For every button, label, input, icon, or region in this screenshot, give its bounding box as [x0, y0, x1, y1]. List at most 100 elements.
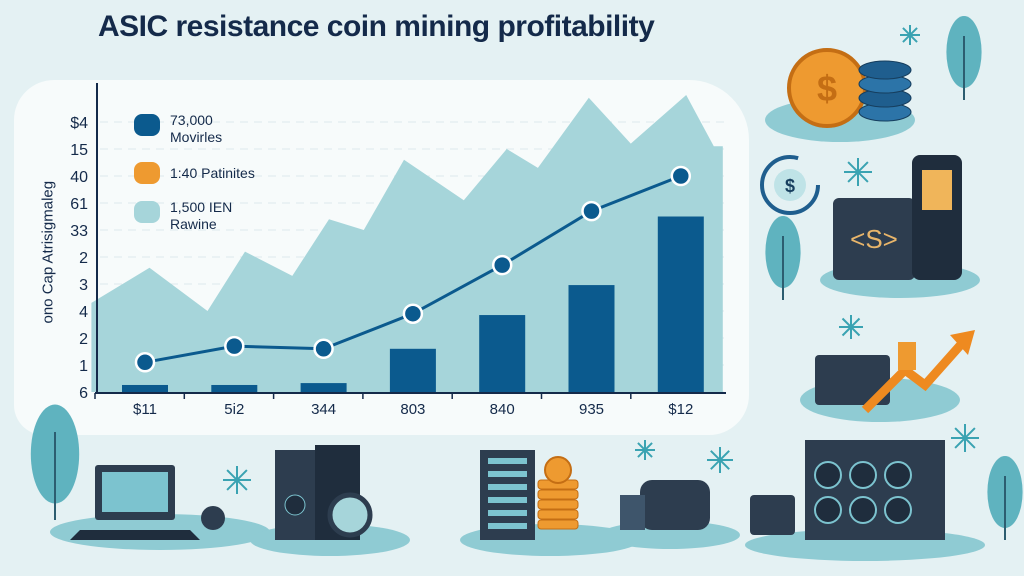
snowflake-stroke: [902, 27, 918, 43]
legend-swatch: [134, 114, 160, 136]
snowflake-stroke: [226, 469, 248, 491]
fan-icon: [284, 494, 306, 516]
snowflake-stroke: [847, 161, 869, 183]
gold-coin: [537, 509, 579, 520]
legend-swatch: [134, 201, 160, 223]
x-tick-label: $11: [133, 401, 157, 418]
mining-rig-icon: [833, 198, 915, 280]
snowflake-icon: [900, 25, 920, 45]
dollar-glyph-icon: $: [785, 176, 795, 196]
laptop-keyboard: [70, 530, 200, 540]
gold-coin: [537, 489, 579, 500]
rack-slot: [488, 497, 527, 503]
line-point: [313, 338, 334, 360]
tower-screen: [922, 170, 952, 210]
y-tick-label: 4: [79, 304, 88, 321]
line-point: [224, 335, 245, 357]
y-tick-label: 2: [79, 250, 88, 267]
fan-icon: [884, 461, 912, 489]
snowflake-stroke: [710, 450, 730, 470]
laptop-screen: [102, 472, 168, 512]
tree-icon: [946, 16, 982, 100]
rack-slot: [488, 523, 527, 529]
stack-coin: [858, 60, 912, 80]
magnifier-icon: [327, 492, 373, 538]
coin-stack-icon: [858, 60, 912, 122]
x-tick-label: 840: [490, 401, 515, 418]
snowflake-icon: [951, 424, 979, 452]
snowflake-icon: [635, 440, 655, 460]
snowflake-stroke: [841, 317, 861, 337]
growth-arrow-icon: [861, 337, 969, 414]
x-tick-label: 5i2: [224, 401, 244, 418]
tree-icon: [987, 456, 1023, 540]
line-point: [491, 254, 513, 276]
gpu-rig-icon: [805, 440, 945, 540]
gold-coin: [537, 499, 579, 510]
legend-label: 1,500 IEN: [170, 199, 232, 215]
bar: [300, 383, 347, 392]
fan-icon: [884, 496, 912, 524]
dollar-circle: [774, 169, 806, 201]
rack-slot: [488, 458, 527, 464]
line-point: [581, 200, 602, 222]
snowflake-stroke: [954, 427, 976, 449]
fan-icon: [849, 461, 877, 489]
x-tick-label: 803: [400, 401, 425, 418]
fan-icon: [814, 496, 842, 524]
snowflake-icon: [223, 466, 251, 494]
y-tick-label: 6: [79, 385, 88, 402]
snowflake-stroke: [637, 442, 653, 458]
tree-icon: [30, 404, 80, 520]
rack-slot: [488, 484, 527, 490]
page-title: ASIC resistance coin mining profitabilit…: [98, 10, 655, 43]
rack-slot: [488, 510, 527, 516]
line-point: [670, 165, 692, 187]
bar: [479, 315, 526, 392]
fan-icon: [849, 496, 877, 524]
y-tick-label: 2: [79, 331, 88, 348]
server-box-icon: [815, 355, 890, 405]
dollar-glyph-icon: $: [817, 68, 837, 109]
y-tick-label: 3: [79, 277, 88, 294]
dollar-refresh-icon: [760, 155, 820, 215]
bar: [122, 384, 168, 392]
line-point: [134, 352, 156, 373]
gold-coins-icon: [537, 479, 579, 530]
bar: [657, 216, 704, 392]
arrow-head: [950, 330, 975, 355]
fan-icon: [814, 461, 842, 489]
tree-icon: [765, 216, 801, 300]
legend-swatch: [134, 162, 160, 184]
legend-label: Movirles: [170, 129, 222, 145]
bar: [568, 285, 615, 392]
x-tick-label: $12: [668, 401, 693, 418]
y-tick-label: 61: [70, 196, 88, 213]
y-tick-label: 40: [70, 169, 88, 186]
bottle-icon: [898, 342, 916, 370]
gold-coin: [537, 519, 579, 530]
coin-icon: [544, 456, 572, 484]
rack-slot: [488, 471, 527, 477]
miner-machine-icon: [640, 480, 710, 530]
area-series: [91, 95, 723, 392]
miner-side: [620, 495, 645, 530]
small-miner-icon: [750, 495, 795, 535]
legend-label: 73,000: [170, 112, 213, 128]
rig-glyph: <S>: [850, 224, 898, 254]
x-tick-label: 344: [311, 401, 336, 418]
y-tick-label: 15: [70, 142, 88, 159]
legend-label: 1:40 Patinites: [170, 165, 255, 181]
y-tick-label: 1: [79, 358, 88, 375]
y-tick-label: 33: [70, 223, 88, 240]
snowflake-icon: [839, 315, 863, 339]
mouse-ball-icon: [201, 506, 225, 530]
legend-label: Rawine: [170, 216, 217, 232]
snowflake-icon: [707, 447, 733, 473]
y-tick-label: $4: [70, 115, 88, 132]
bar: [389, 348, 436, 392]
line-point: [402, 303, 424, 324]
x-tick-label: 935: [579, 401, 604, 418]
bar: [211, 384, 258, 392]
